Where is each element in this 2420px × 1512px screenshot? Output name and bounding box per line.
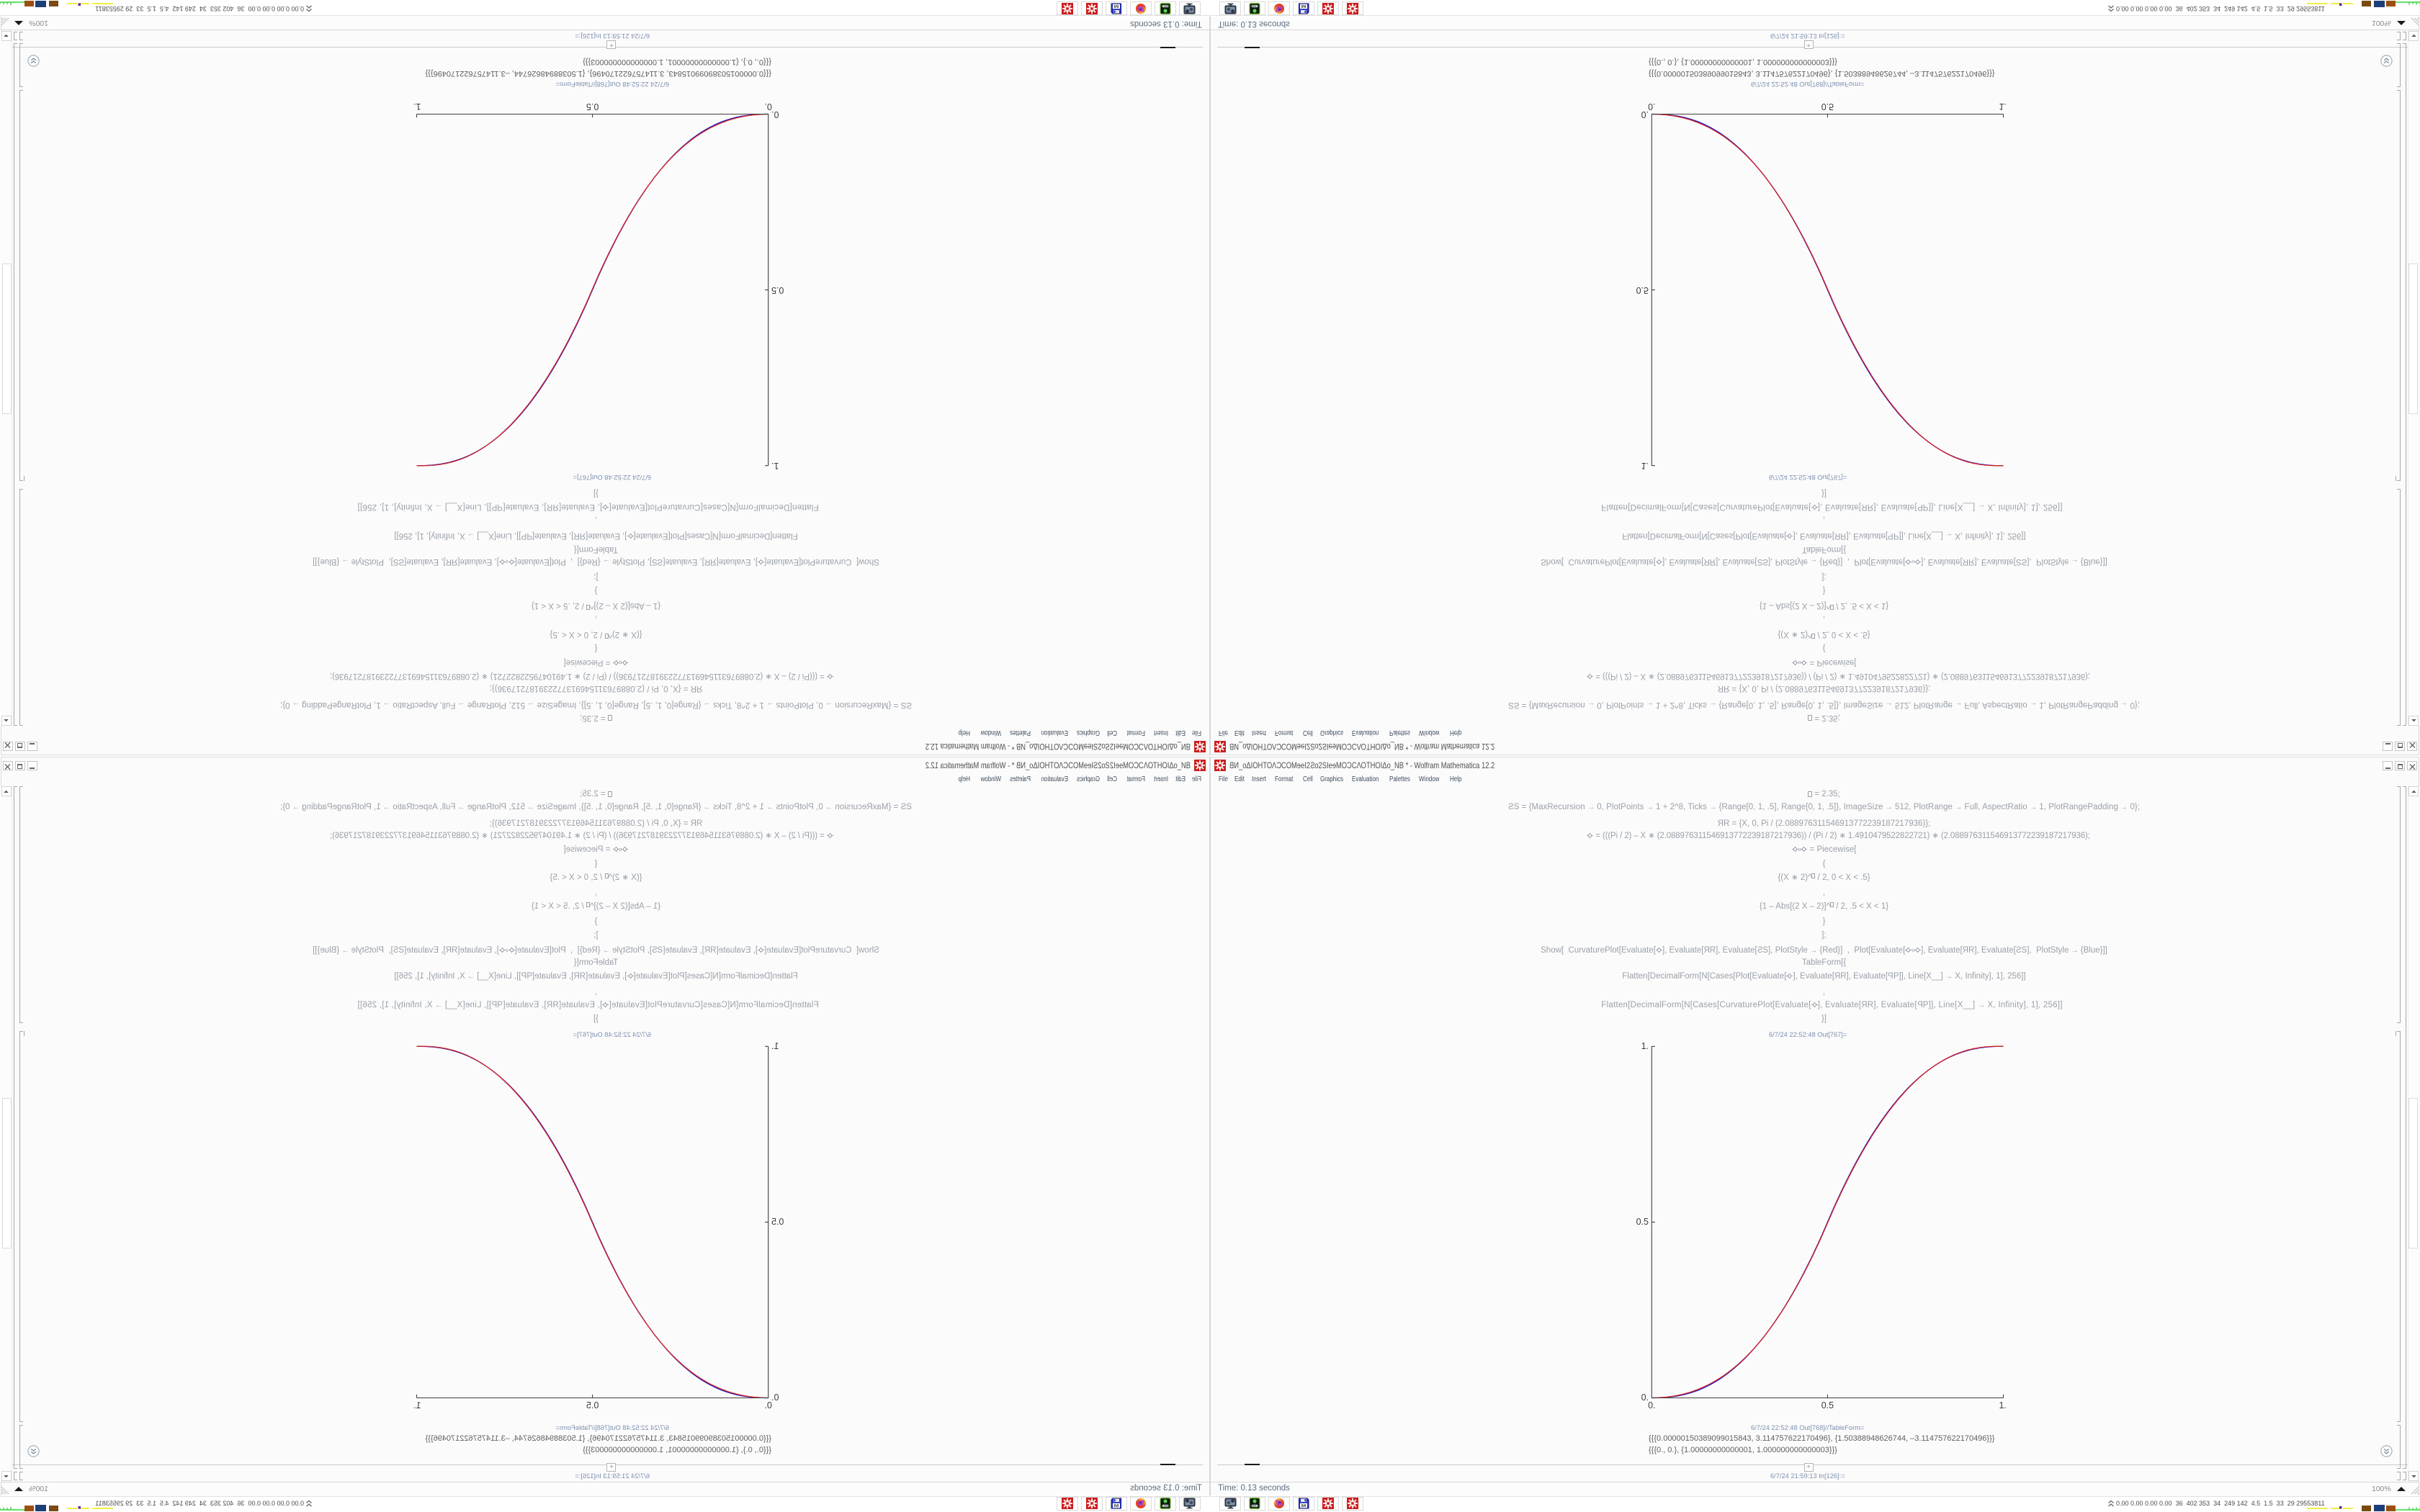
svg-text:64: 64 [1113,1504,1119,1508]
svg-text:64: 64 [1301,1504,1307,1508]
svg-text:64: 64 [1113,4,1119,8]
svg-text:64: 64 [1301,4,1307,8]
